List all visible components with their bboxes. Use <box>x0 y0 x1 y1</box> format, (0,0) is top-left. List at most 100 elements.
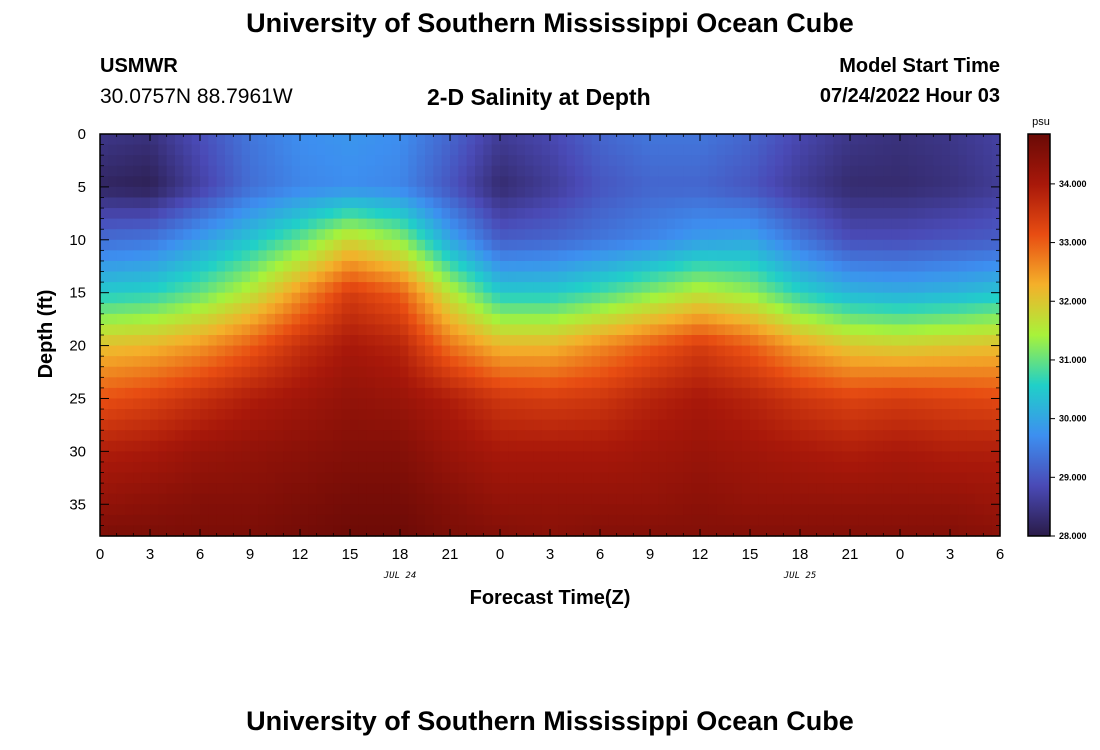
heatmap-cell <box>500 260 509 273</box>
heatmap-cell <box>566 451 576 463</box>
heatmap-cell <box>108 440 118 452</box>
heatmap-cell <box>916 514 926 527</box>
heatmap-cell <box>791 260 801 273</box>
heatmap-cell <box>766 282 776 294</box>
heatmap-cell <box>341 472 351 484</box>
heatmap-cell <box>175 419 184 431</box>
heatmap-cell <box>383 387 393 400</box>
heatmap-cell <box>833 514 843 527</box>
heatmap-cell <box>350 260 359 273</box>
heatmap-cell <box>508 451 518 463</box>
heatmap-cell <box>675 461 684 474</box>
heatmap-cell <box>958 229 968 241</box>
heatmap-cell <box>733 409 743 421</box>
heatmap-cell <box>725 239 734 251</box>
heatmap-cell <box>341 313 351 326</box>
heatmap-cell <box>783 303 793 315</box>
heatmap-cell <box>175 239 184 251</box>
heatmap-cell <box>766 430 776 442</box>
heatmap-cell <box>216 292 226 304</box>
heatmap-cell <box>925 430 934 442</box>
heatmap-cell <box>300 398 309 410</box>
heatmap-cell <box>400 398 409 410</box>
heatmap-cell <box>541 208 551 220</box>
heatmap-cell <box>941 229 951 241</box>
heatmap-cell <box>641 472 651 484</box>
heatmap-cell <box>883 282 893 294</box>
heatmap-cell <box>533 514 543 527</box>
heatmap-cell <box>858 451 868 463</box>
heatmap-cell <box>416 430 426 442</box>
heatmap-cell <box>525 461 534 474</box>
heatmap-cell <box>808 366 818 378</box>
heatmap-cell <box>708 483 718 495</box>
colorbar-tick-label: 30.000 <box>1059 414 1087 424</box>
heatmap-cell <box>916 313 926 326</box>
heatmap-cell <box>275 525 284 537</box>
heatmap-cell <box>450 461 459 474</box>
heatmap-cell <box>150 303 159 315</box>
heatmap-cell <box>250 504 259 516</box>
heatmap-cell <box>575 525 584 537</box>
heatmap-cell <box>591 250 601 262</box>
heatmap-cell <box>633 377 643 389</box>
heatmap-cell <box>566 271 576 283</box>
x-axis-label: Forecast Time(Z) <box>470 587 631 609</box>
heatmap-cell <box>858 525 868 537</box>
heatmap-cell <box>400 186 409 199</box>
heatmap-cell <box>691 303 701 315</box>
heatmap-cell <box>458 419 468 431</box>
heatmap-cell <box>191 525 201 537</box>
heatmap-cell <box>500 239 509 251</box>
heatmap-cell <box>466 155 476 167</box>
heatmap-cell <box>633 239 643 251</box>
heatmap-cell <box>933 409 943 421</box>
heatmap-cell <box>475 155 484 167</box>
heatmap-cell <box>825 260 834 273</box>
heatmap-cell <box>950 377 959 389</box>
heatmap-cell <box>483 239 493 251</box>
heatmap-cell <box>758 419 768 431</box>
heatmap-cell <box>425 239 434 251</box>
heatmap-cell <box>725 176 734 188</box>
heatmap-cell <box>416 514 426 527</box>
heatmap-cell <box>958 155 968 167</box>
heatmap-cell <box>416 419 426 431</box>
heatmap-cell <box>266 409 276 421</box>
heatmap-cell <box>208 186 218 199</box>
heatmap-cell <box>475 525 484 537</box>
heatmap-cell <box>141 525 151 537</box>
heatmap-cell <box>358 144 368 156</box>
heatmap-cell <box>108 239 118 251</box>
heatmap-cell <box>783 144 793 156</box>
heatmap-cell <box>775 514 784 527</box>
heatmap-cell <box>383 377 393 389</box>
heatmap-cell <box>408 356 418 368</box>
heatmap-cell <box>675 409 684 421</box>
heatmap-cell <box>516 229 526 241</box>
heatmap-cell <box>558 451 568 463</box>
heatmap-cell <box>491 144 501 156</box>
heatmap-cell <box>191 366 201 378</box>
heatmap-cell <box>241 366 251 378</box>
heatmap-cell <box>191 155 201 167</box>
heatmap-cell <box>708 451 718 463</box>
heatmap-cell <box>150 483 159 495</box>
heatmap-cell <box>591 387 601 400</box>
heatmap-cell <box>783 155 793 167</box>
heatmap-cell <box>125 303 134 315</box>
heatmap-cell <box>441 335 451 347</box>
heatmap-cell <box>158 356 168 368</box>
heatmap-cell <box>133 176 143 188</box>
heatmap-cell <box>733 197 743 209</box>
heatmap-cell <box>225 282 234 294</box>
heatmap-cell <box>400 345 409 357</box>
heatmap-cell <box>291 303 301 315</box>
heatmap-cell <box>375 324 384 336</box>
heatmap-cell <box>958 335 968 347</box>
heatmap-cell <box>975 155 984 167</box>
heatmap-cell <box>591 419 601 431</box>
heatmap-cell <box>325 430 334 442</box>
heatmap-cell <box>458 144 468 156</box>
heatmap-cell <box>308 239 318 251</box>
